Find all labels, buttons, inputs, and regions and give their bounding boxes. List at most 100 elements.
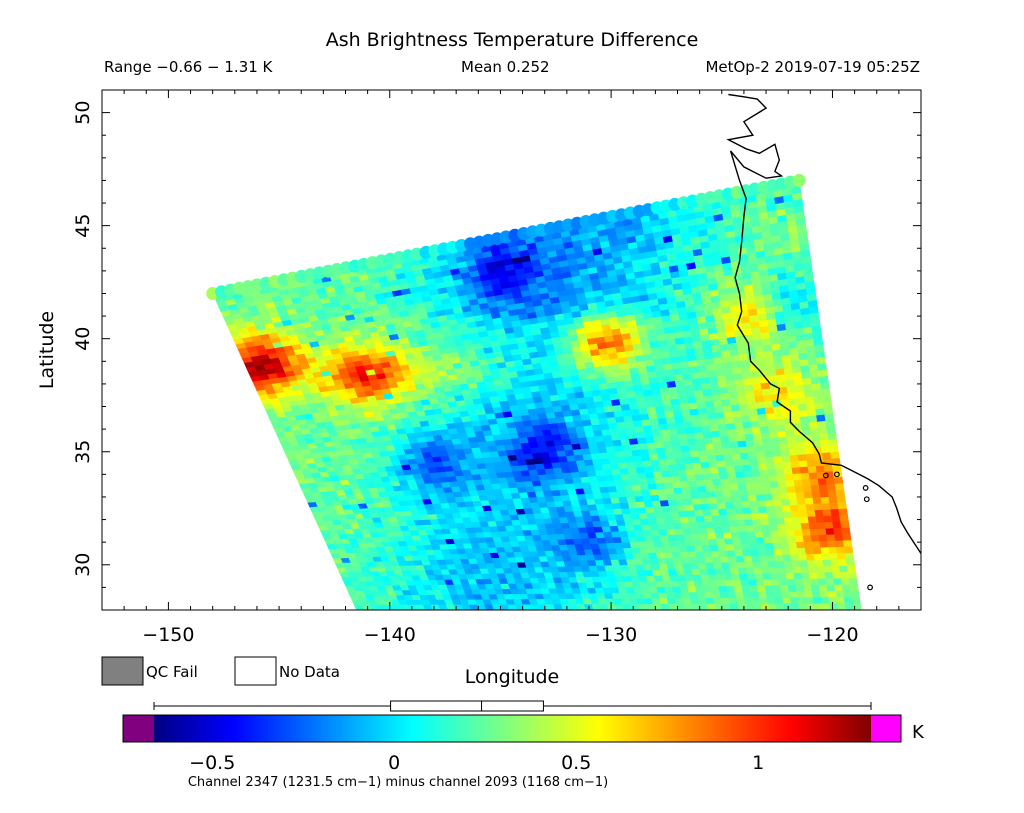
heatmap-cell: [797, 403, 808, 412]
y-tick-label: 45: [72, 214, 94, 238]
heatmap-cell: [685, 468, 696, 477]
heatmap-cell: [738, 531, 749, 539]
heatmap-cell: [817, 369, 828, 378]
heatmap-cell: [681, 409, 692, 417]
heatmap-cell: [699, 533, 710, 541]
heatmap-cell: [702, 431, 713, 439]
heatmap-cell: [720, 478, 731, 486]
heatmap-cell: [804, 390, 815, 399]
qc-fail-swatch: [101, 656, 144, 686]
heatmap-cell: [691, 456, 702, 464]
heatmap-cell: [722, 532, 733, 540]
heatmap-cell: [771, 443, 782, 452]
heatmap-cell: [813, 395, 824, 404]
heatmap-cell: [724, 538, 734, 546]
heatmap-cell: [716, 460, 727, 468]
heatmap-cell: [698, 491, 709, 499]
island-outline: [863, 496, 870, 503]
heatmap-cell: [696, 444, 707, 452]
heatmap-cell: [808, 522, 819, 530]
heatmap-cell: [666, 458, 677, 466]
heatmap-cell: [705, 406, 717, 415]
colorbar-tick-label: −0.5: [189, 752, 235, 774]
no-data-swatch: [234, 656, 277, 686]
heatmap-cell: [710, 550, 721, 558]
heatmap-cell: [642, 425, 653, 433]
heatmap-cell: [670, 440, 682, 448]
heatmap-cell: [817, 420, 827, 429]
heatmap-cell: [805, 396, 816, 405]
heatmap-cell: [711, 592, 722, 599]
heatmap-cell: [743, 427, 754, 436]
heatmap-cell: [649, 418, 660, 426]
heatmap-cell: [693, 426, 704, 434]
heatmap-cell: [774, 511, 785, 519]
heatmap-cell: [663, 405, 674, 413]
heatmap-cell: [775, 560, 786, 568]
heatmap-cell: [777, 524, 787, 532]
heatmap-cell: [774, 554, 785, 562]
heatmap-cell: [797, 597, 808, 605]
heatmap-cell: [803, 541, 814, 549]
heatmap-cell: [712, 400, 724, 408]
heatmap-cell: [826, 534, 836, 542]
heatmap-cell: [745, 439, 756, 448]
heatmap-cell: [728, 562, 739, 569]
heatmap-cell: [696, 401, 707, 410]
heatmap-cell: [708, 574, 718, 582]
heatmap-cell: [698, 413, 709, 422]
heatmap-cell: [841, 527, 851, 535]
heatmap-cell: [739, 452, 750, 460]
heatmap-cell: [802, 377, 813, 386]
heatmap-cell: [820, 547, 830, 555]
heatmap-cell: [725, 465, 736, 474]
heatmap-cell: [749, 585, 759, 593]
heatmap-cell: [706, 603, 717, 610]
heatmap-cell: [817, 478, 828, 486]
heatmap-cell: [748, 408, 759, 417]
heatmap-cell: [770, 437, 781, 446]
heatmap-cell: [746, 573, 757, 581]
heatmap-cell: [784, 473, 795, 482]
heatmap-cell: [821, 553, 831, 561]
heatmap-cell: [776, 424, 787, 433]
heatmap-cell: [815, 516, 826, 524]
heatmap-cell: [656, 411, 667, 420]
heatmap-cell: [725, 544, 736, 552]
heatmap-cell: [765, 548, 776, 556]
heatmap-cell: [742, 549, 752, 557]
heatmap-cell: [781, 505, 792, 513]
heatmap-cell: [690, 492, 701, 500]
heatmap-cell: [741, 415, 752, 424]
heatmap-cell: [758, 512, 769, 520]
heatmap-cell: [805, 553, 816, 562]
heatmap-cell: [766, 462, 777, 471]
heatmap-cell: [747, 537, 758, 545]
heatmap-cell: [766, 555, 777, 563]
heatmap-cell: [703, 551, 713, 558]
heatmap-cell: [812, 497, 823, 505]
heatmap-cell: [771, 536, 781, 544]
heatmap-cell: [719, 591, 730, 599]
heatmap-cell: [829, 451, 840, 460]
heatmap-cell: [632, 455, 643, 463]
heatmap-cell: [687, 438, 698, 447]
heatmap-cell: [665, 416, 677, 425]
heatmap-cell: [763, 579, 774, 587]
heatmap-cell: [758, 420, 769, 428]
heatmap-cell: [803, 384, 814, 392]
heatmap-cell: [661, 470, 672, 478]
heatmap-cell: [717, 544, 728, 552]
heatmap-cell: [732, 501, 743, 509]
heatmap-cell: [728, 435, 739, 443]
swath-edge-pixel: [792, 173, 806, 187]
heatmap-cell: [731, 453, 742, 461]
heatmap-cell: [770, 530, 780, 538]
heatmap-cell: [826, 584, 836, 592]
heatmap-cell: [839, 571, 850, 580]
heatmap-cell: [831, 515, 841, 523]
heatmap-cell: [793, 529, 804, 537]
heatmap-cell: [803, 584, 813, 592]
heatmap-cell: [754, 531, 765, 539]
heatmap-cell: [809, 370, 820, 379]
